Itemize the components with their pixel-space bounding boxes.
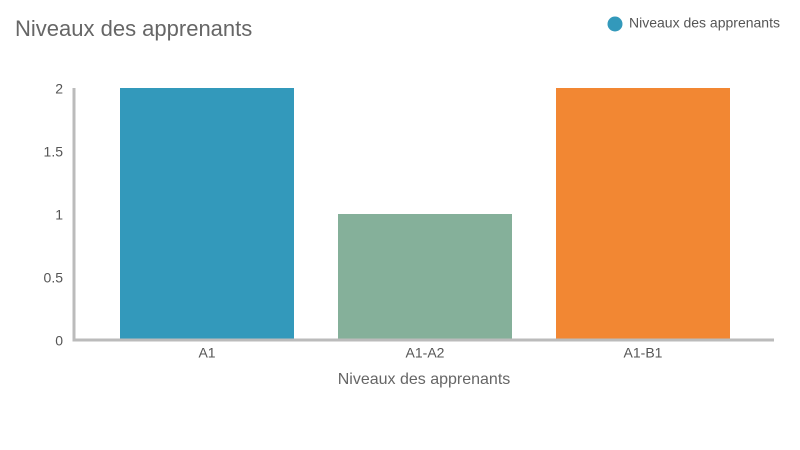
bar — [556, 88, 730, 340]
legend-label: Niveaux des apprenants — [629, 15, 780, 31]
y-tick-label: 2 — [55, 81, 63, 97]
y-tick-label: 0.5 — [44, 270, 64, 286]
chart-title: Niveaux des apprenants — [15, 16, 252, 41]
y-tick-label: 1.5 — [44, 144, 64, 160]
x-tick-label: A1 — [198, 345, 215, 361]
y-tick-label: 1 — [55, 207, 63, 223]
legend-marker — [607, 16, 623, 32]
x-axis-label: Niveaux des apprenants — [338, 371, 511, 388]
x-tick-label: A1-A2 — [406, 345, 445, 361]
y-tick-label: 0 — [55, 333, 63, 349]
x-tick-label: A1-B1 — [624, 345, 663, 361]
bar — [338, 214, 512, 340]
bar — [120, 88, 294, 340]
